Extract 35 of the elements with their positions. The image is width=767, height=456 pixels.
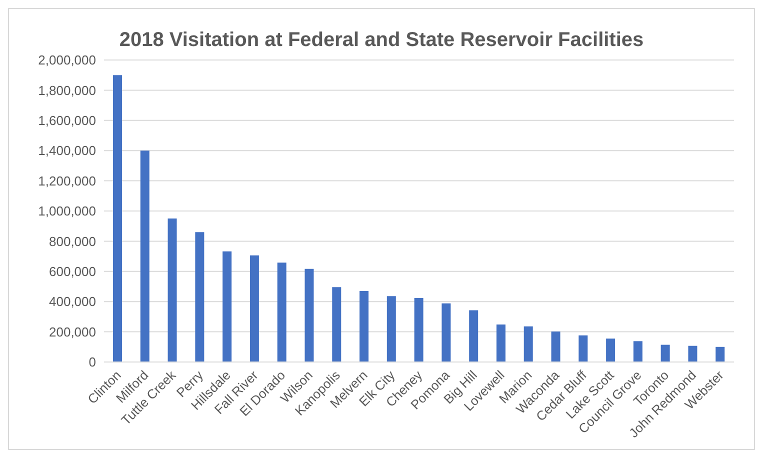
bar [716, 346, 725, 362]
bar [222, 251, 232, 362]
bar [168, 218, 177, 362]
bar [688, 346, 698, 362]
bar [578, 335, 588, 362]
bar [250, 255, 259, 362]
y-tick-label: 1,800,000 [38, 82, 96, 98]
bar [524, 326, 533, 362]
bar [606, 338, 616, 362]
y-tick-label: 600,000 [49, 264, 96, 280]
bar [469, 310, 478, 362]
y-tick-label: 200,000 [49, 324, 96, 340]
bar [113, 75, 122, 362]
bar [386, 296, 396, 362]
bar [304, 268, 314, 362]
chart-title: 2018 Visitation at Federal and State Reservoir Facilities [118, 29, 645, 52]
bar [140, 150, 150, 362]
y-tick-label: 2,000,000 [38, 52, 96, 68]
bar [442, 303, 451, 362]
bar [332, 287, 342, 362]
bar [195, 232, 204, 362]
bar [551, 332, 560, 362]
bar [414, 298, 424, 362]
y-tick-label: 1,000,000 [38, 204, 96, 219]
y-tick-label: 1,600,000 [38, 113, 96, 128]
bar [277, 262, 286, 362]
y-tick-label: 1,400,000 [38, 143, 96, 158]
bar [633, 341, 642, 362]
y-tick-label: 0 [88, 354, 96, 370]
bar [496, 324, 506, 362]
bar [660, 344, 670, 362]
y-tick-label: 400,000 [49, 294, 96, 310]
y-tick-label: 800,000 [49, 234, 96, 249]
y-tick-label: 1,200,000 [38, 173, 96, 188]
bar [360, 291, 369, 362]
